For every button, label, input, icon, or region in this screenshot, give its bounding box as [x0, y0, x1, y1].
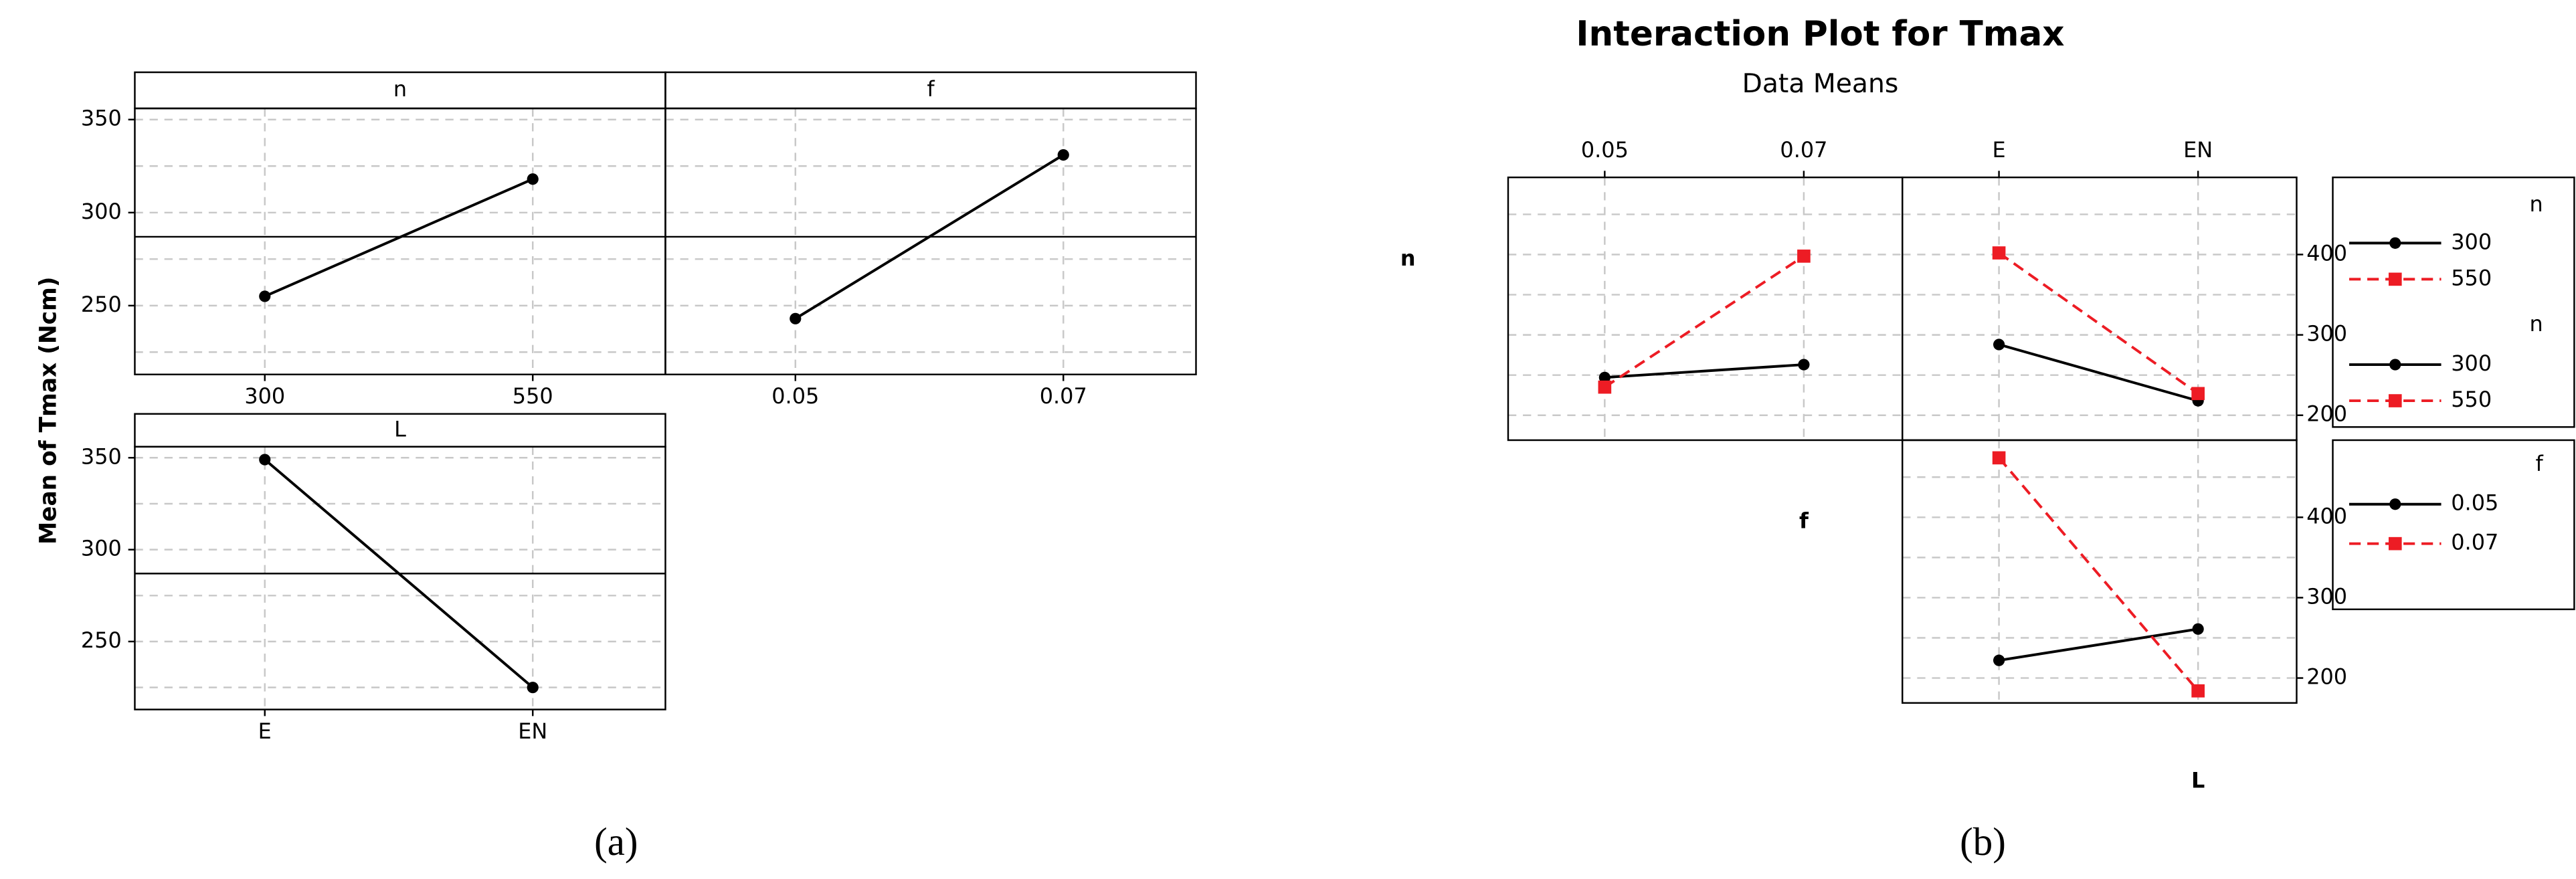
- point: [259, 454, 271, 466]
- point: [1993, 338, 2005, 351]
- legend-label: 300: [2451, 351, 2492, 376]
- plot-frame: [1507, 176, 1904, 442]
- caption: (a): [594, 819, 638, 864]
- x-tick-label: 0.07: [1780, 137, 1827, 163]
- y-tick-label: 400: [2306, 503, 2347, 528]
- y-tick-label: 300: [81, 199, 122, 224]
- legend-title: f: [2536, 451, 2544, 476]
- factor-label: L: [2191, 768, 2205, 793]
- y-tick-label: 300: [2306, 321, 2347, 347]
- caption: (b): [1960, 819, 2006, 864]
- point: [1797, 250, 1811, 263]
- y-tick-label: 200: [2306, 401, 2347, 427]
- x-tick-label: 0.05: [771, 383, 819, 409]
- factor-label: f: [1799, 508, 1809, 534]
- point: [527, 173, 539, 185]
- point: [1598, 380, 1612, 394]
- y-tick-label: 400: [2306, 240, 2347, 266]
- y-tick-label: 300: [2306, 583, 2347, 609]
- point: [527, 682, 539, 694]
- legend-marker: [2389, 498, 2401, 510]
- point: [2191, 387, 2205, 401]
- plot-frame: [1902, 439, 2298, 704]
- legend-box: [2332, 439, 2575, 611]
- series-line: [264, 177, 534, 298]
- x-tick-label: E: [1993, 137, 2006, 163]
- y-tick-label: 250: [81, 627, 122, 653]
- legend-marker: [2388, 394, 2402, 407]
- legend-label: 550: [2451, 265, 2492, 290]
- panel-title: n: [393, 76, 407, 102]
- plot-frame: [134, 107, 666, 376]
- point: [2192, 623, 2204, 635]
- y-tick-label: 350: [81, 106, 122, 131]
- series-line: [1998, 457, 2199, 692]
- legend-marker: [2388, 536, 2402, 551]
- series-line: [1998, 252, 2199, 395]
- chart-title: Interaction Plot for Tmax: [1576, 14, 2064, 54]
- point: [1798, 359, 1810, 371]
- y-axis-title: Mean of Tmax (Ncm): [35, 277, 62, 545]
- y-tick-label: 250: [81, 292, 122, 317]
- panel-title: L: [394, 416, 406, 442]
- series-line: [264, 458, 534, 689]
- plot-frame: [664, 107, 1197, 376]
- legend-label: 0.07: [2451, 530, 2498, 555]
- panel-title: f: [927, 76, 935, 102]
- plot-frame: [134, 446, 666, 710]
- legend-title: n: [2530, 311, 2543, 336]
- panel-header: [664, 71, 1197, 110]
- point: [259, 290, 271, 302]
- series-line: [1999, 343, 2199, 403]
- point: [1992, 246, 2006, 260]
- point: [790, 312, 802, 324]
- legend-marker: [2389, 359, 2401, 371]
- point: [1993, 654, 2005, 666]
- x-tick-label: 0.05: [1581, 137, 1629, 163]
- legend-label: 0.05: [2451, 490, 2498, 516]
- point: [1057, 149, 1069, 161]
- chart-subtitle: Data Means: [1742, 69, 1899, 99]
- series-line: [1604, 363, 1805, 379]
- legend-marker: [2389, 237, 2401, 249]
- y-tick-label: 200: [2306, 664, 2347, 690]
- plot-frame: [1902, 176, 2298, 442]
- legend-label: 550: [2451, 387, 2492, 412]
- point: [2191, 684, 2205, 698]
- y-tick-label: 350: [81, 444, 122, 469]
- point: [1992, 451, 2006, 465]
- series-line: [1604, 255, 1805, 389]
- x-tick-label: 0.07: [1040, 383, 1087, 409]
- panel-header: [134, 413, 666, 448]
- factor-label: n: [1400, 246, 1416, 271]
- x-tick-label: 300: [244, 383, 285, 409]
- x-tick-label: E: [258, 718, 272, 744]
- legend-title: n: [2530, 191, 2543, 217]
- x-tick-label: 550: [513, 383, 553, 409]
- point: [1598, 371, 1611, 383]
- legend-box: [2332, 176, 2575, 428]
- legend-marker: [2388, 272, 2402, 286]
- series-line: [1999, 627, 2199, 662]
- y-tick-label: 300: [81, 536, 122, 561]
- legend-label: 300: [2451, 229, 2492, 254]
- series-line: [794, 153, 1065, 320]
- x-tick-label: EN: [2183, 137, 2213, 163]
- x-tick-label: EN: [518, 718, 547, 744]
